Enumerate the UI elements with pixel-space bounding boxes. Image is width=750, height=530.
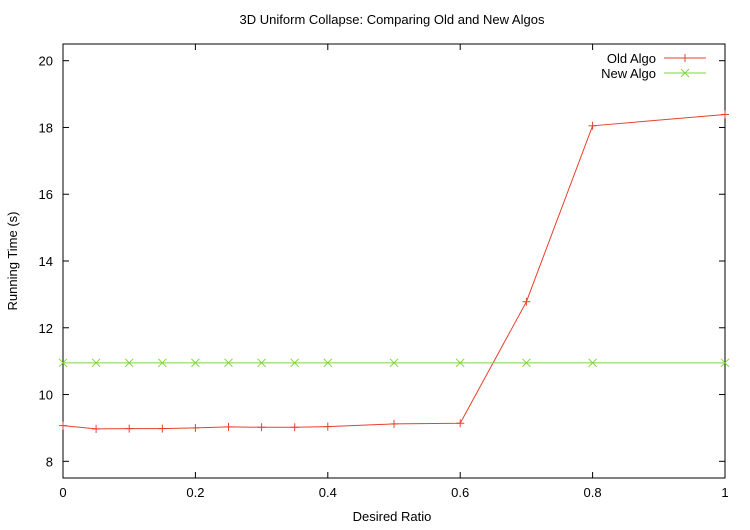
data-point-new-algo-d2 — [91, 358, 101, 368]
data-point-old-algo — [721, 110, 729, 119]
x-tick-label: 0.8 — [584, 485, 602, 500]
data-point-new-algo-d2 — [389, 358, 399, 368]
plot-frame — [62, 43, 726, 479]
data-point-new-algo-d2 — [58, 358, 68, 368]
chart-title: 3D Uniform Collapse: Comparing Old and N… — [240, 12, 545, 27]
data-point-new-algo-d2 — [588, 358, 597, 368]
data-point-old-algo — [125, 424, 134, 433]
data-point-old-algo — [456, 419, 465, 428]
x-tick-label: 1 — [721, 485, 728, 500]
legend-label: Old Algo — [607, 51, 656, 66]
data-point-old-algo — [158, 424, 167, 433]
data-point-new-algo-d2 — [323, 358, 333, 368]
x-tick-label: 0.4 — [319, 485, 337, 500]
data-point-new-algo-d2 — [224, 358, 233, 368]
data-point-new-algo — [323, 358, 333, 368]
legend-marker — [680, 68, 690, 78]
data-point-old-algo — [224, 422, 233, 431]
legend-label: New Algo — [601, 66, 656, 81]
legend-marker-d2 — [680, 68, 690, 78]
legend-marker — [681, 54, 689, 62]
data-point-new-algo — [389, 358, 399, 368]
data-point-new-algo-d2 — [124, 358, 134, 368]
x-tick-label: 0 — [59, 485, 66, 500]
series-line-old-algo — [62, 113, 726, 430]
data-point-old-algo — [588, 121, 597, 130]
data-point-new-algo-d2 — [522, 358, 531, 368]
data-point-new-algo-d2 — [157, 358, 167, 368]
series-new-algo — [58, 358, 730, 368]
data-point-new-algo — [224, 358, 233, 368]
legend-item-old-algo: Old Algo — [607, 51, 706, 66]
data-point-new-algo — [91, 358, 101, 368]
data-point-old-algo — [92, 424, 101, 433]
data-point-old-algo — [59, 421, 67, 430]
data-point-new-algo — [455, 358, 465, 368]
x-tick-label: 0.2 — [186, 485, 204, 500]
data-point-new-algo — [522, 358, 531, 368]
data-point-old-algo — [257, 423, 266, 432]
y-tick-label: 8 — [46, 454, 53, 469]
data-point-old-algo — [522, 297, 531, 306]
y-axis-title: Running Time (s) — [5, 212, 20, 311]
y-tick-label: 10 — [39, 388, 53, 403]
data-point-new-algo — [720, 358, 730, 368]
data-point-new-algo-d2 — [290, 358, 300, 368]
x-axis-title: Desired Ratio — [353, 509, 432, 524]
data-point-old-algo — [390, 419, 398, 428]
data-point-new-algo — [191, 358, 200, 368]
data-point-new-algo-d2 — [257, 358, 266, 368]
data-point-new-algo — [257, 358, 266, 368]
data-point-new-algo-d2 — [455, 358, 465, 368]
data-point-old-algo — [323, 422, 332, 431]
y-tick-label: 12 — [39, 321, 53, 336]
data-point-new-algo — [588, 358, 597, 368]
y-tick-label: 20 — [39, 54, 53, 69]
series-old-algo — [59, 110, 729, 433]
y-tick-label: 14 — [39, 254, 53, 269]
data-point-new-algo-d2 — [191, 358, 200, 368]
data-point-new-algo — [124, 358, 134, 368]
data-point-new-algo — [58, 358, 68, 368]
x-tick-label: 0.6 — [451, 485, 469, 500]
y-tick-label: 16 — [39, 187, 53, 202]
legend-item-new-algo: New Algo — [601, 66, 706, 81]
data-point-new-algo — [290, 358, 300, 368]
data-point-old-algo — [290, 423, 299, 432]
data-point-new-algo-d2 — [720, 358, 730, 368]
data-point-old-algo — [191, 423, 200, 432]
y-tick-label: 18 — [39, 120, 53, 135]
data-point-new-algo — [157, 358, 167, 368]
